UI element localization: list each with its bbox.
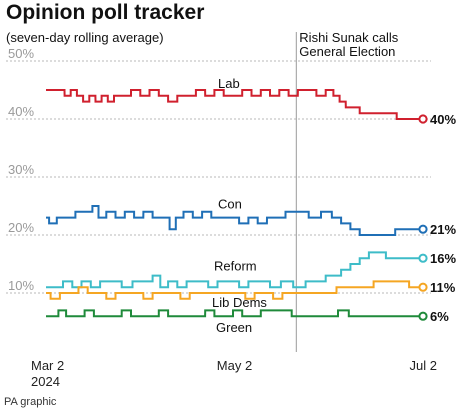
con-end-marker [418, 224, 428, 234]
credit-text: PA graphic [4, 396, 57, 408]
y-tick-label: 40% [8, 104, 34, 119]
green-line [46, 309, 423, 318]
green-end-label: 6% [430, 309, 449, 324]
x-tick-label: Mar 2 [31, 358, 64, 373]
lib-dems-end-marker [418, 282, 428, 292]
reform-end-marker [418, 253, 428, 263]
y-tick-label: 20% [8, 220, 34, 235]
x-tick-sublabel: 2024 [31, 374, 60, 389]
y-tick-label: 50% [8, 46, 34, 61]
con-line [46, 205, 423, 236]
lib-dems-series-label: Lib Dems [212, 295, 267, 310]
series-lines [46, 89, 428, 321]
lab-end-marker [418, 114, 428, 124]
reform-end-label: 16% [430, 251, 456, 266]
annotation-text: General Election [299, 44, 395, 59]
con-series-label: Con [218, 197, 242, 212]
con-end-label: 21% [430, 222, 456, 237]
y-tick-label: 30% [8, 162, 34, 177]
lab-end-label: 40% [430, 112, 456, 127]
series-labels: 40% Lab 21% Con 16% Reform 11% Lib Dems 6% Green [212, 76, 456, 335]
lab-series-label: Lab [218, 76, 240, 91]
y-tick-label: 10% [8, 278, 34, 293]
reform-line [46, 251, 423, 289]
lab-line [46, 89, 423, 120]
x-tick-label: Jul 2 [410, 358, 437, 373]
green-series-label: Green [216, 320, 252, 335]
x-tick-label: May 2 [217, 358, 252, 373]
chart-title: Opinion poll tracker [6, 1, 204, 24]
annotation-text: Rishi Sunak calls [299, 30, 398, 45]
lib-dems-line [46, 280, 423, 300]
lib-dems-end-label: 11% [430, 280, 456, 295]
chart-subtitle: (seven-day rolling average) [6, 30, 164, 45]
green-end-marker [418, 311, 428, 321]
reform-series-label: Reform [214, 258, 257, 273]
